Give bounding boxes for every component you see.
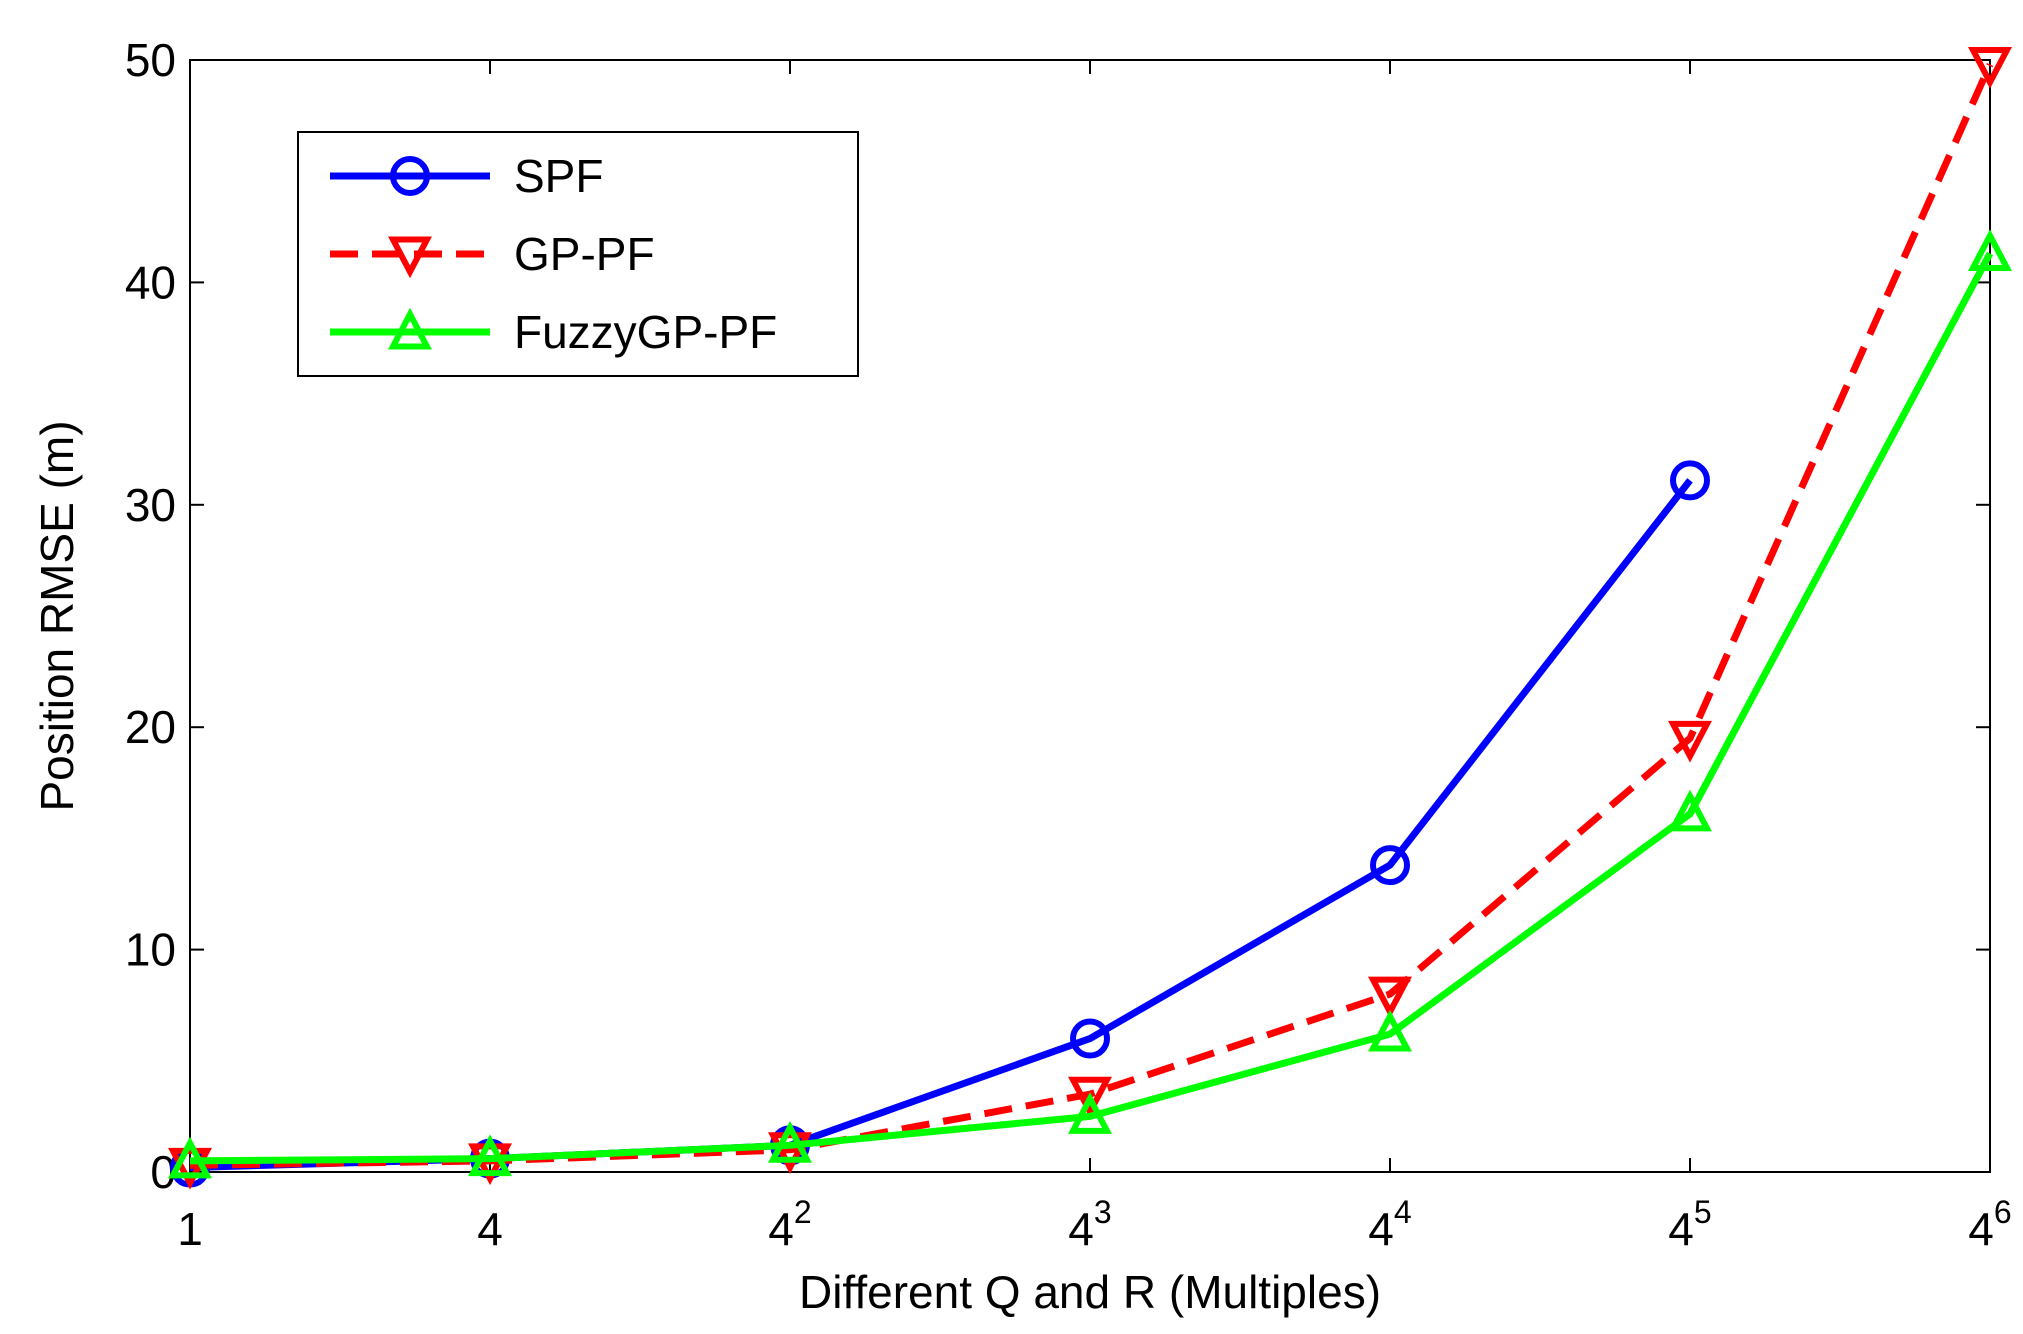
data-point-spf <box>1370 845 1410 886</box>
x-tick-exponent: 5 <box>1694 1194 1712 1230</box>
data-point-gp-pf <box>1368 976 1412 1019</box>
y-tick-label: 40 <box>125 256 176 308</box>
x-tick-base: 4 <box>768 1203 794 1255</box>
y-axis-label: Position RMSE (m) <box>31 420 83 811</box>
x-tick-base: 1 <box>177 1203 203 1255</box>
legend-label-gp-pf: GP-PF <box>514 228 655 280</box>
legend-label-spf: SPF <box>514 150 603 202</box>
legend-marker-gp-pf <box>388 236 432 279</box>
x-tick-label: 44 <box>1368 1194 1411 1255</box>
x-tick-exponent: 4 <box>1394 1194 1412 1230</box>
data-point-fuzzygp-pf <box>1968 229 2012 271</box>
x-axis-label: Different Q and R (Multiples) <box>799 1266 1381 1318</box>
legend-marker-spf <box>390 156 430 196</box>
y-tick-label: 50 <box>125 34 176 86</box>
data-point-fuzzygp-pf <box>1368 1009 1412 1052</box>
data-point-fuzzygp-pf <box>168 1136 212 1179</box>
data-point-gp-pf <box>1968 46 2012 89</box>
x-tick-exponent: 6 <box>1994 1194 2012 1230</box>
data-point-gp-pf <box>168 1147 212 1190</box>
data-point-gp-pf <box>1668 720 1712 763</box>
data-point-fuzzygp-pf <box>1668 789 1712 832</box>
data-point-fuzzygp-pf <box>468 1134 512 1177</box>
x-tick-label: 42 <box>768 1194 811 1255</box>
series-line-fuzzygp-pf <box>189 251 1994 1165</box>
data-point-fuzzygp-pf <box>768 1121 812 1163</box>
x-tick-label: 45 <box>1668 1194 1711 1255</box>
series-layer <box>168 46 2012 1190</box>
x-tick-label: 4 <box>477 1203 503 1255</box>
legend-marker-fuzzygp-pf <box>388 307 432 350</box>
y-tick-label: 20 <box>125 701 176 753</box>
x-tick-base: 4 <box>1968 1203 1994 1255</box>
data-point-spf <box>1070 1018 1110 1059</box>
data-point-spf <box>1670 460 1710 501</box>
x-tick-label: 46 <box>1968 1194 2011 1255</box>
x-tick-base: 4 <box>1368 1203 1394 1255</box>
x-tick-exponent: 2 <box>794 1194 812 1230</box>
x-tick-label: 1 <box>177 1203 203 1255</box>
data-point-fuzzygp-pf <box>1068 1092 1112 1134</box>
data-point-gp-pf <box>1068 1076 1112 1119</box>
legend-label-fuzzygp-pf: FuzzyGP-PF <box>514 306 777 358</box>
x-tick-base: 4 <box>477 1203 503 1255</box>
x-tick-base: 4 <box>1668 1203 1694 1255</box>
x-tick-exponent: 3 <box>1094 1194 1112 1230</box>
x-axis-ticks: 1 4 42 43 44 45 46 <box>177 60 2012 1255</box>
y-tick-label: 10 <box>125 924 176 976</box>
data-point-gp-pf <box>768 1132 812 1175</box>
legend: SPF GP-PF FuzzyGP-PF <box>297 131 859 377</box>
x-tick-label: 43 <box>1068 1194 1111 1255</box>
y-tick-label: 30 <box>125 479 176 531</box>
series-fuzzygp-pf <box>168 229 2012 1179</box>
x-tick-base: 4 <box>1068 1203 1094 1255</box>
